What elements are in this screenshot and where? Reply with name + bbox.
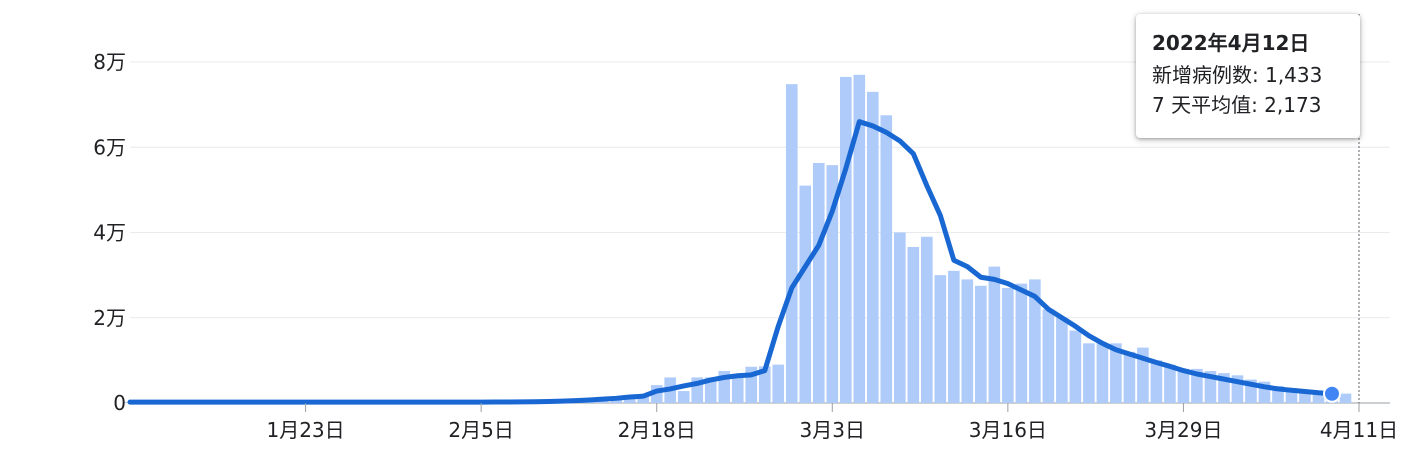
x-axis: 1月23日 2月5日 2月18日 3月3日 3月16日 3月29日 4月11日 (266, 403, 1398, 442)
daily-cases-bar[interactable] (988, 266, 1001, 403)
x-tick-label: 2月18日 (618, 418, 696, 442)
daily-cases-bar[interactable] (1042, 309, 1055, 403)
daily-cases-bar[interactable] (745, 366, 758, 403)
daily-cases-bar[interactable] (799, 185, 812, 403)
daily-cases-bar[interactable] (948, 270, 960, 403)
daily-cases-bar[interactable] (866, 91, 879, 403)
daily-cases-bar[interactable] (1029, 279, 1041, 403)
x-tick-label: 1月23日 (266, 418, 344, 442)
seven-day-average-line[interactable] (127, 119, 1341, 405)
daily-cases-bar[interactable] (975, 285, 987, 403)
daily-cases-bar[interactable] (785, 84, 798, 403)
daily-cases-bar[interactable] (1285, 388, 1298, 403)
seven-day-average-series-line[interactable] (127, 119, 1335, 405)
daily-cases-bar[interactable] (1083, 343, 1095, 403)
tooltip-new-cases: 新增病例数: 1,433 (1152, 63, 1323, 87)
x-tick-label: 3月16日 (969, 418, 1047, 442)
tooltip-date: 2022年4月12日 (1152, 31, 1310, 55)
daily-cases-bar[interactable] (718, 371, 731, 403)
daily-cases-bar[interactable] (1150, 360, 1163, 404)
daily-cases-bar[interactable] (1218, 373, 1230, 403)
daily-cases-bar[interactable] (1258, 381, 1271, 403)
daily-cases-bar[interactable] (1339, 393, 1352, 403)
daily-cases-bar[interactable] (1245, 379, 1257, 403)
daily-cases-bar[interactable] (1312, 391, 1325, 403)
daily-cases-bar[interactable] (691, 377, 704, 403)
daily-cases-bar[interactable] (704, 377, 717, 403)
y-tick-label: 4万 (93, 221, 126, 245)
highlighted-point-marker[interactable] (1322, 384, 1341, 403)
daily-cases-bar[interactable] (812, 163, 825, 403)
daily-cases-bars[interactable] (124, 74, 1352, 404)
hover-tooltip: 2022年4月12日 新增病例数: 1,433 7 天平均值: 2,173 (1136, 14, 1360, 138)
x-tick-label: 3月29日 (1144, 418, 1222, 442)
daily-cases-bar[interactable] (1002, 287, 1014, 403)
daily-cases-bar[interactable] (1164, 364, 1176, 403)
daily-cases-bar[interactable] (894, 232, 906, 404)
daily-cases-bar[interactable] (1110, 343, 1122, 403)
daily-cases-bar[interactable] (1069, 330, 1082, 403)
y-tick-label: 0 (113, 391, 126, 415)
daily-cases-bar[interactable] (1299, 390, 1311, 403)
daily-cases-bar[interactable] (1177, 368, 1190, 403)
daily-cases-bar[interactable] (623, 397, 636, 403)
daily-cases-bar[interactable] (1204, 371, 1217, 403)
daily-cases-bar[interactable] (826, 165, 839, 403)
y-tick-label: 8万 (93, 50, 126, 74)
daily-cases-bar[interactable] (1015, 283, 1028, 403)
daily-cases-bar[interactable] (772, 364, 785, 403)
daily-cases-bar[interactable] (677, 391, 690, 403)
daily-cases-bar[interactable] (1123, 351, 1136, 403)
y-tick-label: 6万 (93, 135, 126, 159)
daily-cases-bar[interactable] (934, 275, 947, 404)
daily-cases-bar[interactable] (758, 366, 771, 403)
x-tick-label: 4月11日 (1320, 418, 1398, 442)
daily-cases-bar[interactable] (1231, 375, 1244, 403)
daily-cases-bar[interactable] (1272, 385, 1284, 403)
daily-cases-bar[interactable] (961, 279, 974, 403)
daily-cases-bar[interactable] (1137, 347, 1149, 403)
daily-cases-bar[interactable] (853, 74, 866, 403)
tooltip-seven-day-average: 7 天平均值: 2,173 (1152, 93, 1322, 117)
y-axis: 0 2万 4万 6万 8万 (93, 50, 126, 415)
daily-cases-bar[interactable] (921, 236, 933, 403)
daily-cases-bar[interactable] (1096, 343, 1109, 403)
daily-cases-bar[interactable] (880, 115, 893, 403)
daily-cases-bar[interactable] (731, 376, 744, 403)
daily-cases-bar[interactable] (637, 395, 650, 403)
daily-cases-bar[interactable] (839, 76, 852, 404)
daily-cases-bar[interactable] (1056, 317, 1068, 403)
x-tick-label: 2月5日 (448, 418, 513, 442)
daily-cases-bar[interactable] (650, 385, 663, 403)
daily-cases-bar[interactable] (907, 246, 920, 403)
daily-cases-bar[interactable] (610, 399, 622, 403)
x-tick-label: 3月3日 (800, 418, 865, 442)
y-tick-label: 2万 (93, 306, 126, 330)
daily-cases-bar[interactable] (1191, 368, 1203, 403)
